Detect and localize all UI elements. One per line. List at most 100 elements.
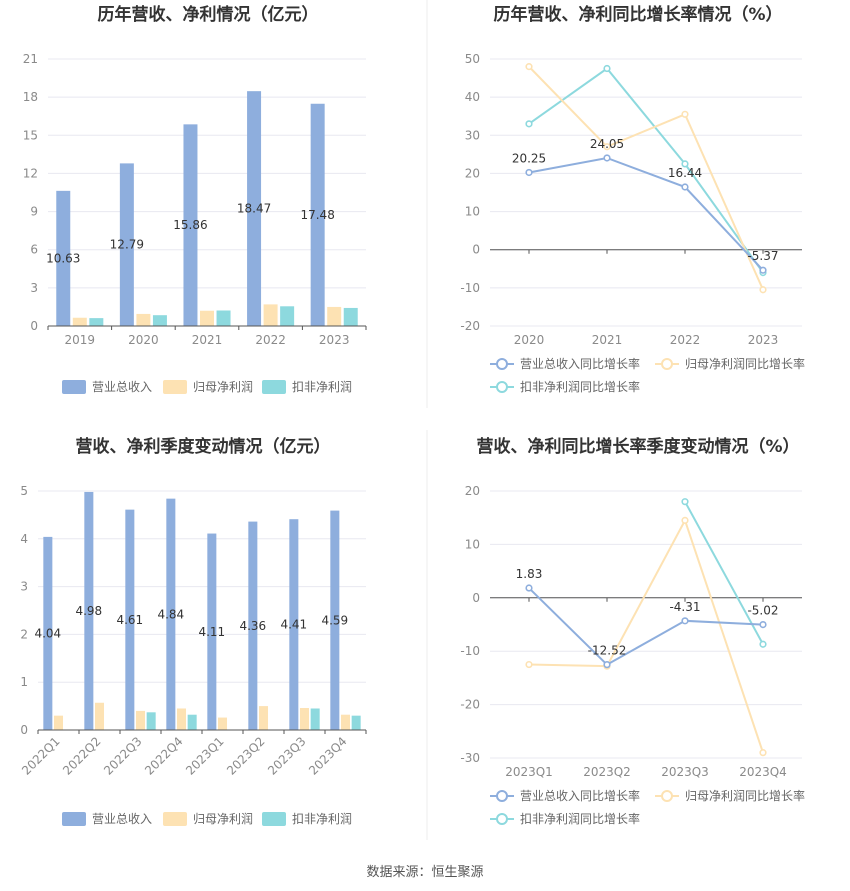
x-tick-label: 2019 [65, 333, 96, 347]
bar [152, 315, 167, 326]
bar-data-label: 4.59 [321, 613, 348, 627]
legend-label: 扣非净利润 [292, 812, 352, 826]
bar [94, 702, 105, 730]
legend-item: 归母净利润同比增长率 [655, 788, 805, 803]
series-point [525, 584, 533, 592]
series-line [528, 67, 764, 274]
series-point [603, 154, 611, 162]
legend-label: 归母净利润同比增长率 [685, 788, 805, 803]
bar [183, 124, 198, 326]
y-tick-label: 10 [465, 205, 480, 219]
y-tick-label: 0 [20, 723, 28, 737]
bar [136, 313, 151, 326]
legend-marker-swatch [496, 813, 508, 825]
legend-label: 营业总收入 [92, 812, 152, 826]
legend-item: 扣非净利润 [262, 380, 352, 394]
bar-data-label: 15.86 [173, 218, 207, 232]
point-data-label: -4.31 [669, 600, 700, 614]
legend-label: 营业总收入 [92, 380, 152, 394]
bar [119, 163, 134, 326]
x-tick-label: 2023Q3 [661, 765, 709, 779]
legend-marker-swatch [496, 381, 508, 393]
series-point [525, 120, 533, 128]
legend-item: 扣非净利润同比增长率 [490, 811, 640, 826]
legend-item: 归母净利润 [163, 812, 253, 826]
legend-item: 归母净利润同比增长率 [655, 356, 805, 371]
legend-item: 营业总收入 [62, 812, 152, 826]
legend-label: 归母净利润 [193, 812, 253, 826]
x-tick-label: 2021 [592, 333, 623, 347]
bar [207, 533, 217, 730]
y-tick-label: 1 [20, 675, 28, 689]
legend-label: 归母净利润同比增长率 [685, 356, 805, 371]
point-data-label: -5.37 [747, 249, 778, 263]
bar [258, 706, 269, 730]
series-point [759, 266, 767, 274]
bar [125, 509, 135, 730]
series-point [681, 516, 689, 524]
legend-swatch [62, 812, 86, 826]
legend-item: 扣非净利润同比增长率 [490, 379, 640, 394]
x-tick-label: 2021 [192, 333, 223, 347]
series-point [603, 64, 611, 73]
series-line [528, 156, 764, 271]
bar [89, 318, 104, 326]
bar-data-label: 4.36 [239, 619, 266, 633]
y-tick-label: 15 [23, 128, 38, 142]
series-point [681, 617, 689, 625]
bar [166, 498, 176, 730]
y-tick-label: 18 [23, 90, 38, 104]
legend-label: 扣非净利润 [292, 380, 352, 394]
legend-label: 扣非净利润同比增长率 [520, 379, 640, 394]
y-tick-label: -10 [460, 644, 480, 658]
y-tick-label: 4 [20, 532, 28, 546]
series-point [759, 621, 767, 629]
bar [343, 307, 358, 326]
legend-swatch [262, 812, 286, 826]
annual-revenue-profit-chart: 历年营收、净利情况（亿元） 0 3 6 9 12 15 18 21 2019 2020 2021 202… [23, 4, 367, 394]
y-tick-label: 0 [472, 591, 480, 605]
bar-data-label: 4.84 [157, 607, 184, 621]
x-tick-label: 2022Q3 [101, 734, 145, 778]
legend-item: 归母净利润 [163, 380, 253, 394]
series-point [525, 63, 533, 71]
x-tick-label: 2022Q4 [142, 734, 186, 778]
legend-item: 营业总收入同比增长率 [490, 356, 640, 371]
y-tick-label: 40 [465, 90, 480, 104]
y-tick-label: 10 [465, 537, 480, 551]
legend-label: 扣非净利润同比增长率 [520, 811, 640, 826]
point-data-label: 20.25 [512, 151, 546, 165]
chart-title: 营收、净利同比增长率季度变动情况（%） [476, 436, 799, 457]
bar [200, 310, 214, 326]
bar-data-label: 4.61 [116, 613, 143, 627]
x-tick-label: 2022Q2 [60, 734, 104, 778]
x-tick-label: 2023Q4 [739, 765, 787, 779]
chart-title: 营收、净利季度变动情况（亿元） [76, 436, 331, 457]
legend-marker-swatch [661, 358, 673, 370]
y-tick-label: 0 [30, 319, 38, 333]
x-tick-label: 2023Q4 [306, 734, 350, 778]
bar [289, 519, 299, 730]
data-source-text: 数据来源：恒生聚源 [366, 865, 483, 880]
bar [340, 714, 351, 730]
legend-swatch [62, 380, 86, 394]
series-point [759, 286, 767, 294]
legend-item: 扣非净利润 [262, 812, 352, 826]
point-data-label: -12.52 [588, 644, 627, 658]
y-tick-label: 12 [23, 166, 38, 180]
x-tick-label: 2020 [514, 333, 545, 347]
y-tick-label: 6 [30, 243, 38, 257]
x-tick-label: 2023Q3 [265, 734, 309, 778]
y-tick-label: -20 [460, 319, 480, 333]
bar [84, 491, 94, 730]
bar-data-label: 12.79 [110, 238, 144, 252]
bar [310, 103, 325, 326]
y-tick-label: -10 [460, 281, 480, 295]
series-point [603, 143, 611, 151]
legend-swatch [163, 812, 187, 826]
x-tick-label: 2023 [319, 333, 350, 347]
bar [216, 310, 231, 326]
quarterly-revenue-profit-chart: 营收、净利季度变动情况（亿元）0123452022Q12022Q22022Q32… [19, 436, 367, 826]
bar [310, 708, 320, 730]
